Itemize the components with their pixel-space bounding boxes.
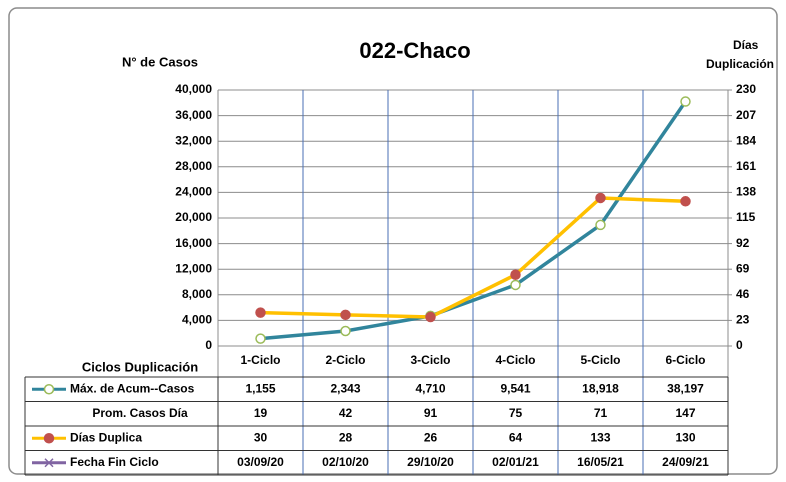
marker bbox=[340, 309, 351, 321]
x-tick-label: 3-Ciclo bbox=[410, 353, 450, 367]
table-value: 02/10/20 bbox=[322, 455, 369, 469]
y2-axis-label: Duplicación bbox=[706, 57, 774, 71]
table-value: 26 bbox=[424, 430, 438, 444]
table-value: 38,197 bbox=[667, 381, 704, 395]
table-value: 29/10/20 bbox=[407, 455, 454, 469]
marker bbox=[43, 433, 55, 444]
y2-tick-label: 23 bbox=[736, 313, 750, 327]
y-tick-label: 16,000 bbox=[175, 236, 212, 250]
marker bbox=[340, 325, 351, 337]
y-tick-label: 4,000 bbox=[182, 313, 212, 327]
y2-tick-label: 92 bbox=[736, 236, 750, 250]
table-value: 64 bbox=[509, 430, 523, 444]
y-tick-label: 8,000 bbox=[182, 287, 212, 301]
marker bbox=[595, 219, 606, 231]
x-tick-label: 4-Ciclo bbox=[495, 353, 535, 367]
y2-tick-label: 184 bbox=[736, 133, 756, 147]
y-axis-label: N° de Casos bbox=[122, 54, 198, 69]
legend-label: Fecha Fin Ciclo bbox=[70, 455, 159, 469]
table-value: 30 bbox=[254, 430, 268, 444]
chart-border bbox=[8, 7, 778, 475]
y-tick-label: 40,000 bbox=[175, 82, 212, 96]
y2-tick-label: 230 bbox=[736, 82, 756, 96]
y2-tick-label: 46 bbox=[736, 287, 750, 301]
marker bbox=[43, 384, 55, 395]
marker bbox=[680, 196, 691, 207]
y-tick-label: 28,000 bbox=[175, 159, 212, 173]
table-value: 1,155 bbox=[245, 381, 275, 395]
y2-tick-label: 0 bbox=[736, 338, 743, 352]
y-tick-label: 24,000 bbox=[175, 185, 212, 199]
x-tick-label: 2-Ciclo bbox=[325, 353, 365, 367]
table-value: 71 bbox=[594, 406, 608, 420]
table-value: 18,918 bbox=[582, 381, 619, 395]
y2-axis-label: Días bbox=[733, 38, 759, 52]
marker bbox=[44, 458, 54, 468]
marker bbox=[680, 96, 691, 107]
series-line bbox=[260, 100, 687, 341]
table-value: 2,343 bbox=[330, 381, 360, 395]
y2-tick-label: 138 bbox=[736, 185, 756, 199]
y-tick-label: 32,000 bbox=[175, 133, 212, 147]
y2-tick-label: 161 bbox=[736, 159, 756, 173]
legend-label: Prom. Casos Día bbox=[92, 406, 188, 420]
table-value: 133 bbox=[590, 430, 610, 444]
y2-tick-label: 207 bbox=[736, 108, 756, 122]
legend-label: Máx. de Acum--Casos bbox=[70, 381, 195, 395]
table-value: 9,541 bbox=[500, 381, 530, 395]
table-value: 19 bbox=[254, 406, 268, 420]
table-value: 75 bbox=[509, 406, 523, 420]
table-value: 147 bbox=[675, 406, 695, 420]
table-value: 28 bbox=[339, 430, 353, 444]
marker bbox=[255, 333, 266, 344]
y2-tick-label: 115 bbox=[736, 210, 756, 224]
table-value: 16/05/21 bbox=[577, 455, 624, 469]
chart-title: 022-Chaco bbox=[359, 38, 470, 63]
x-tick-label: 6-Ciclo bbox=[665, 353, 705, 367]
table-value: 4,710 bbox=[415, 381, 445, 395]
y-tick-label: 20,000 bbox=[175, 210, 212, 224]
series-line bbox=[260, 196, 686, 319]
marker bbox=[255, 307, 266, 318]
table-value: 130 bbox=[675, 430, 695, 444]
marker bbox=[425, 311, 436, 323]
table-value: 24/09/21 bbox=[662, 455, 709, 469]
y-tick-label: 36,000 bbox=[175, 108, 212, 122]
x-tick-label: 5-Ciclo bbox=[580, 353, 620, 367]
legend-label: Días Duplica bbox=[70, 430, 142, 444]
table-value: 42 bbox=[339, 406, 353, 420]
marker bbox=[510, 279, 521, 291]
marker bbox=[595, 192, 606, 204]
marker bbox=[510, 269, 521, 281]
table-value: 03/09/20 bbox=[237, 455, 284, 469]
x-axis-label: Ciclos Duplicación bbox=[82, 359, 198, 374]
y-tick-label: 0 bbox=[205, 338, 212, 352]
y-tick-label: 12,000 bbox=[175, 261, 212, 275]
x-tick-label: 1-Ciclo bbox=[240, 353, 280, 367]
y2-tick-label: 69 bbox=[736, 261, 750, 275]
table-value: 91 bbox=[424, 406, 438, 420]
table-value: 02/01/21 bbox=[492, 455, 539, 469]
